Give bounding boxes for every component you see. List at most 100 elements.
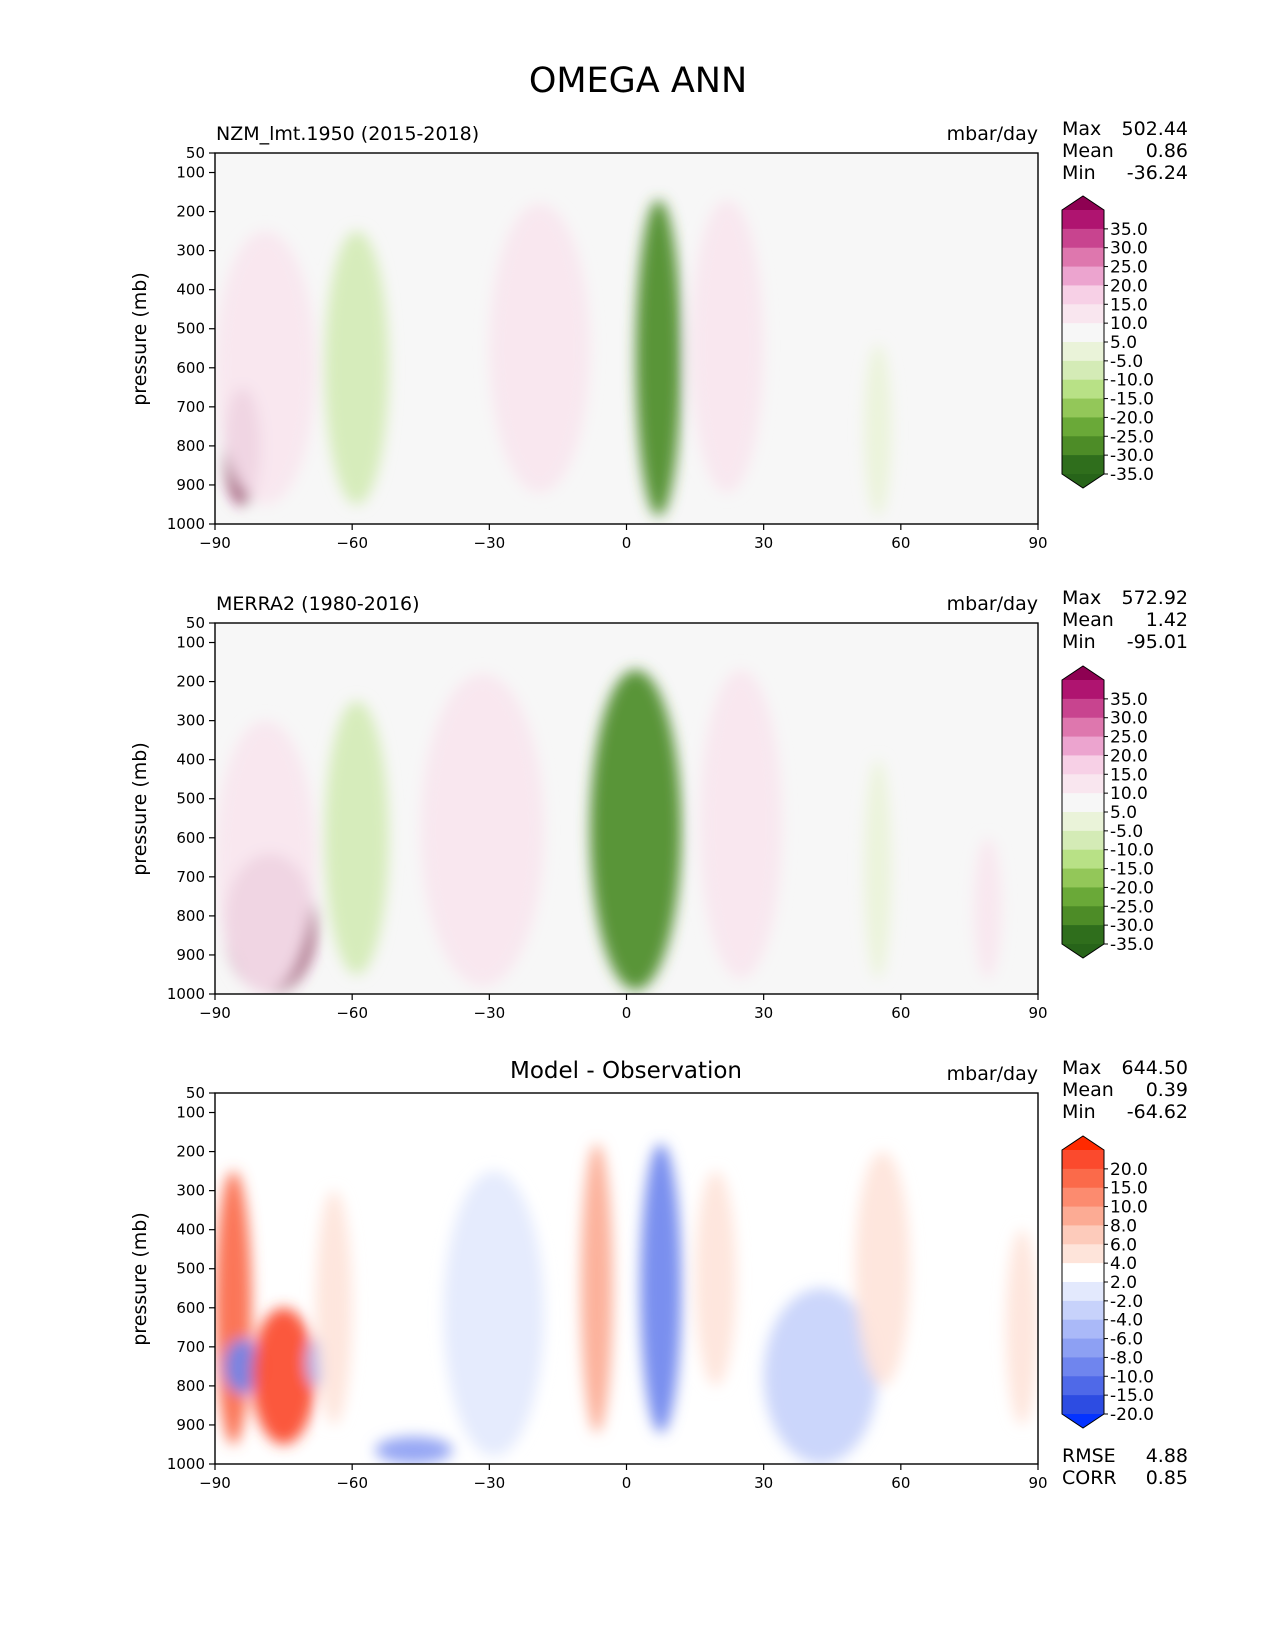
stat-max-label: Max — [1062, 587, 1101, 609]
y-ticks: 50 100 200 300 400 500 600 700 800 900 1000 — [167, 614, 215, 1003]
colorbar-swatch — [1062, 680, 1104, 700]
field-itcz-ascent — [635, 199, 682, 517]
stat-mean-label: Mean — [1062, 609, 1114, 631]
colorbar-swatch — [1062, 717, 1104, 738]
stat-min-label: Min — [1062, 162, 1096, 184]
panel-units: mbar/day — [947, 123, 1038, 145]
y-tick-label: 100 — [176, 634, 205, 652]
colorbar-swatch — [1062, 379, 1104, 400]
colorbar-swatch — [1062, 247, 1104, 268]
colorbar-label: 4.0 — [1110, 1254, 1137, 1274]
colorbar-label: -15.0 — [1110, 1386, 1154, 1406]
stat-mean-value: 0.86 — [1146, 140, 1188, 162]
colorbar-swatch — [1062, 793, 1104, 813]
colorbar-label: -4.0 — [1110, 1311, 1143, 1331]
field-northern-subtropic-subsidence — [699, 669, 782, 979]
colorbar-label: -25.0 — [1110, 897, 1154, 917]
colorbar-label: -6.0 — [1110, 1330, 1143, 1350]
colorbar-swatch — [1062, 323, 1104, 343]
colorbar-swatch — [1062, 304, 1104, 324]
field-southern-pole-positive — [215, 1171, 252, 1445]
x-tick-label: 90 — [1028, 1474, 1047, 1492]
stat-min-value: -36.24 — [1127, 162, 1188, 184]
y-tick-label: 1000 — [167, 1455, 205, 1473]
metric-corr-label: CORR — [1062, 1467, 1117, 1489]
colorbar-extend-top — [1062, 666, 1104, 680]
x-tick-label: 60 — [891, 534, 910, 552]
colorbar-label: -20.0 — [1110, 408, 1154, 428]
contour-field — [215, 669, 1002, 994]
x-tick-label: −60 — [336, 534, 368, 552]
x-tick-label: −90 — [199, 1474, 231, 1492]
colorbar-swatch — [1062, 1263, 1104, 1283]
stat-min-value: -64.62 — [1127, 1101, 1188, 1123]
field-northern-subtropic-subsidence — [690, 199, 764, 493]
panel-units: mbar/day — [947, 1063, 1038, 1085]
field-southern-pole-negative — [224, 1339, 261, 1394]
colorbar-label: 10.0 — [1110, 1198, 1148, 1218]
y-tick-label: 900 — [176, 476, 205, 494]
y-tick-label: 600 — [176, 1299, 205, 1317]
y-tick-label: 50 — [186, 614, 205, 632]
colorbar-extend-top — [1062, 1136, 1104, 1150]
x-tick-label: 90 — [1028, 534, 1047, 552]
panel-model: NZM_lmt.1950 (2015-2018) mbar/day Max 50… — [129, 118, 1188, 552]
y-axis-label: pressure (mb) — [129, 1212, 151, 1346]
figure-title: OMEGA ANN — [529, 61, 747, 101]
panel-units: mbar/day — [947, 593, 1038, 615]
stat-max-value: 572.92 — [1122, 587, 1188, 609]
metric-rmse-label: RMSE — [1062, 1445, 1116, 1467]
colorbar-label: 5.0 — [1110, 333, 1137, 353]
contour-field — [215, 199, 892, 517]
panel-title: MERRA2 (1980-2016) — [216, 593, 420, 615]
colorbar-label: -20.0 — [1110, 878, 1154, 898]
colorbar-label: 2.0 — [1110, 1273, 1137, 1293]
colorbar-label: 20.0 — [1110, 746, 1148, 766]
x-tick-label: 90 — [1028, 1004, 1047, 1022]
stats-block: Max 572.92 Mean 1.42 Min -95.01 — [1062, 587, 1188, 653]
colorbar-label: 20.0 — [1110, 276, 1148, 296]
colorbar-label: 15.0 — [1110, 295, 1148, 315]
colorbar-swatch — [1062, 1300, 1104, 1321]
x-tick-label: 30 — [754, 534, 773, 552]
y-tick-label: 500 — [176, 320, 205, 338]
colorbar-label: 8.0 — [1110, 1216, 1137, 1236]
colorbar-label: -25.0 — [1110, 427, 1154, 447]
field-southern-subtropic-negative — [443, 1171, 545, 1457]
colorbar-extend-bottom — [1062, 1414, 1104, 1428]
colorbar-swatch — [1062, 1187, 1104, 1208]
field-southern-storm-track-ascent — [324, 231, 389, 505]
y-tick-label: 100 — [176, 164, 205, 182]
field-southern-midlat-subsidence — [215, 720, 316, 994]
colorbar-swatch — [1062, 360, 1104, 381]
colorbar-extend-bottom — [1062, 944, 1104, 958]
colorbar-swatch — [1062, 925, 1104, 945]
y-axis-label: pressure (mb) — [129, 742, 151, 876]
y-tick-label: 200 — [176, 1143, 205, 1161]
colorbar-swatch — [1062, 906, 1104, 926]
colorbar-swatch — [1062, 887, 1104, 907]
colorbar-label: -30.0 — [1110, 446, 1154, 466]
field-tropic-north-positive — [695, 1171, 737, 1386]
colorbar-label: 5.0 — [1110, 803, 1137, 823]
colorbar-swatch — [1062, 1376, 1104, 1396]
stats-block: Max 502.44 Mean 0.86 Min -36.24 — [1062, 118, 1188, 184]
y-tick-label: 1000 — [167, 515, 205, 533]
colorbar: 20.015.010.08.06.04.02.0-2.0-4.0-6.0-8.0… — [1061, 1135, 1154, 1429]
colorbar-swatch — [1062, 1395, 1104, 1415]
colorbar-swatch — [1062, 755, 1104, 775]
x-tick-label: 60 — [891, 1474, 910, 1492]
y-tick-label: 1000 — [167, 985, 205, 1003]
field-southern-subtropic-subsidence — [420, 673, 545, 987]
y-tick-label: 700 — [176, 868, 205, 886]
y-tick-label: 900 — [176, 1416, 205, 1434]
field-northern-storm-track-ascent — [864, 344, 892, 517]
stat-min-label: Min — [1062, 631, 1096, 653]
colorbar-label: 20.0 — [1110, 1160, 1148, 1180]
colorbar-swatch — [1062, 436, 1104, 456]
field-arctic-subsidence — [973, 837, 1002, 979]
colorbar-label: 15.0 — [1110, 1179, 1148, 1199]
colorbar-label: 10.0 — [1110, 784, 1148, 804]
colorbar-swatch — [1062, 228, 1104, 249]
stat-max-label: Max — [1062, 118, 1101, 140]
